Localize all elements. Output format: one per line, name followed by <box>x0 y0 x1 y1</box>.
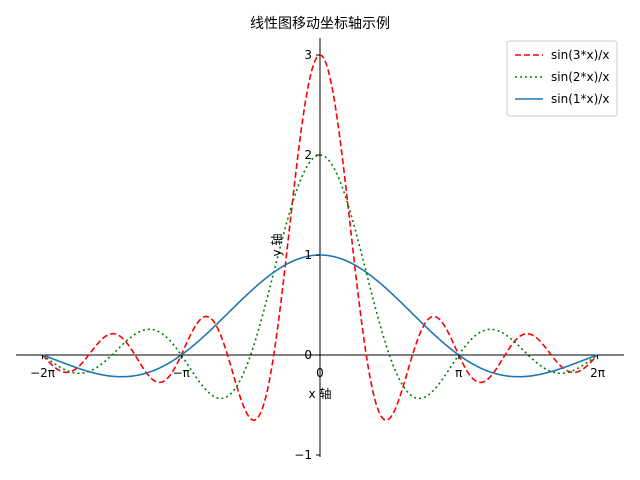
legend: sin(3*x)/x sin(2*x)/x sin(1*x)/x <box>506 40 618 117</box>
x-tick-label: −π <box>173 366 190 380</box>
y-tick-label: −1 <box>294 448 312 462</box>
legend-box <box>506 40 618 117</box>
y-tick-label: 3 <box>304 48 312 62</box>
x-tick-label: 0 <box>316 366 324 380</box>
legend-label: sin(1*x)/x <box>551 92 609 106</box>
chart-title: 线性图移动坐标轴示例 <box>250 16 390 32</box>
legend-label: sin(3*x)/x <box>551 48 609 62</box>
ticks: −2π −π 0 π 2π −1 0 1 2 3 <box>30 48 605 462</box>
series-line-2 <box>42 154 598 400</box>
x-axis-label: x 轴 <box>309 386 332 401</box>
legend-label: sin(2*x)/x <box>551 70 609 84</box>
x-tick-label: π <box>455 366 462 380</box>
y-tick-label: 2 <box>304 148 312 162</box>
x-tick-label: 2π <box>590 366 605 380</box>
y-tick-label: 1 <box>304 248 312 262</box>
y-tick-label: 0 <box>304 348 312 362</box>
x-tick-label: −2π <box>30 366 55 380</box>
y-axis-label: y 轴 <box>269 234 284 257</box>
